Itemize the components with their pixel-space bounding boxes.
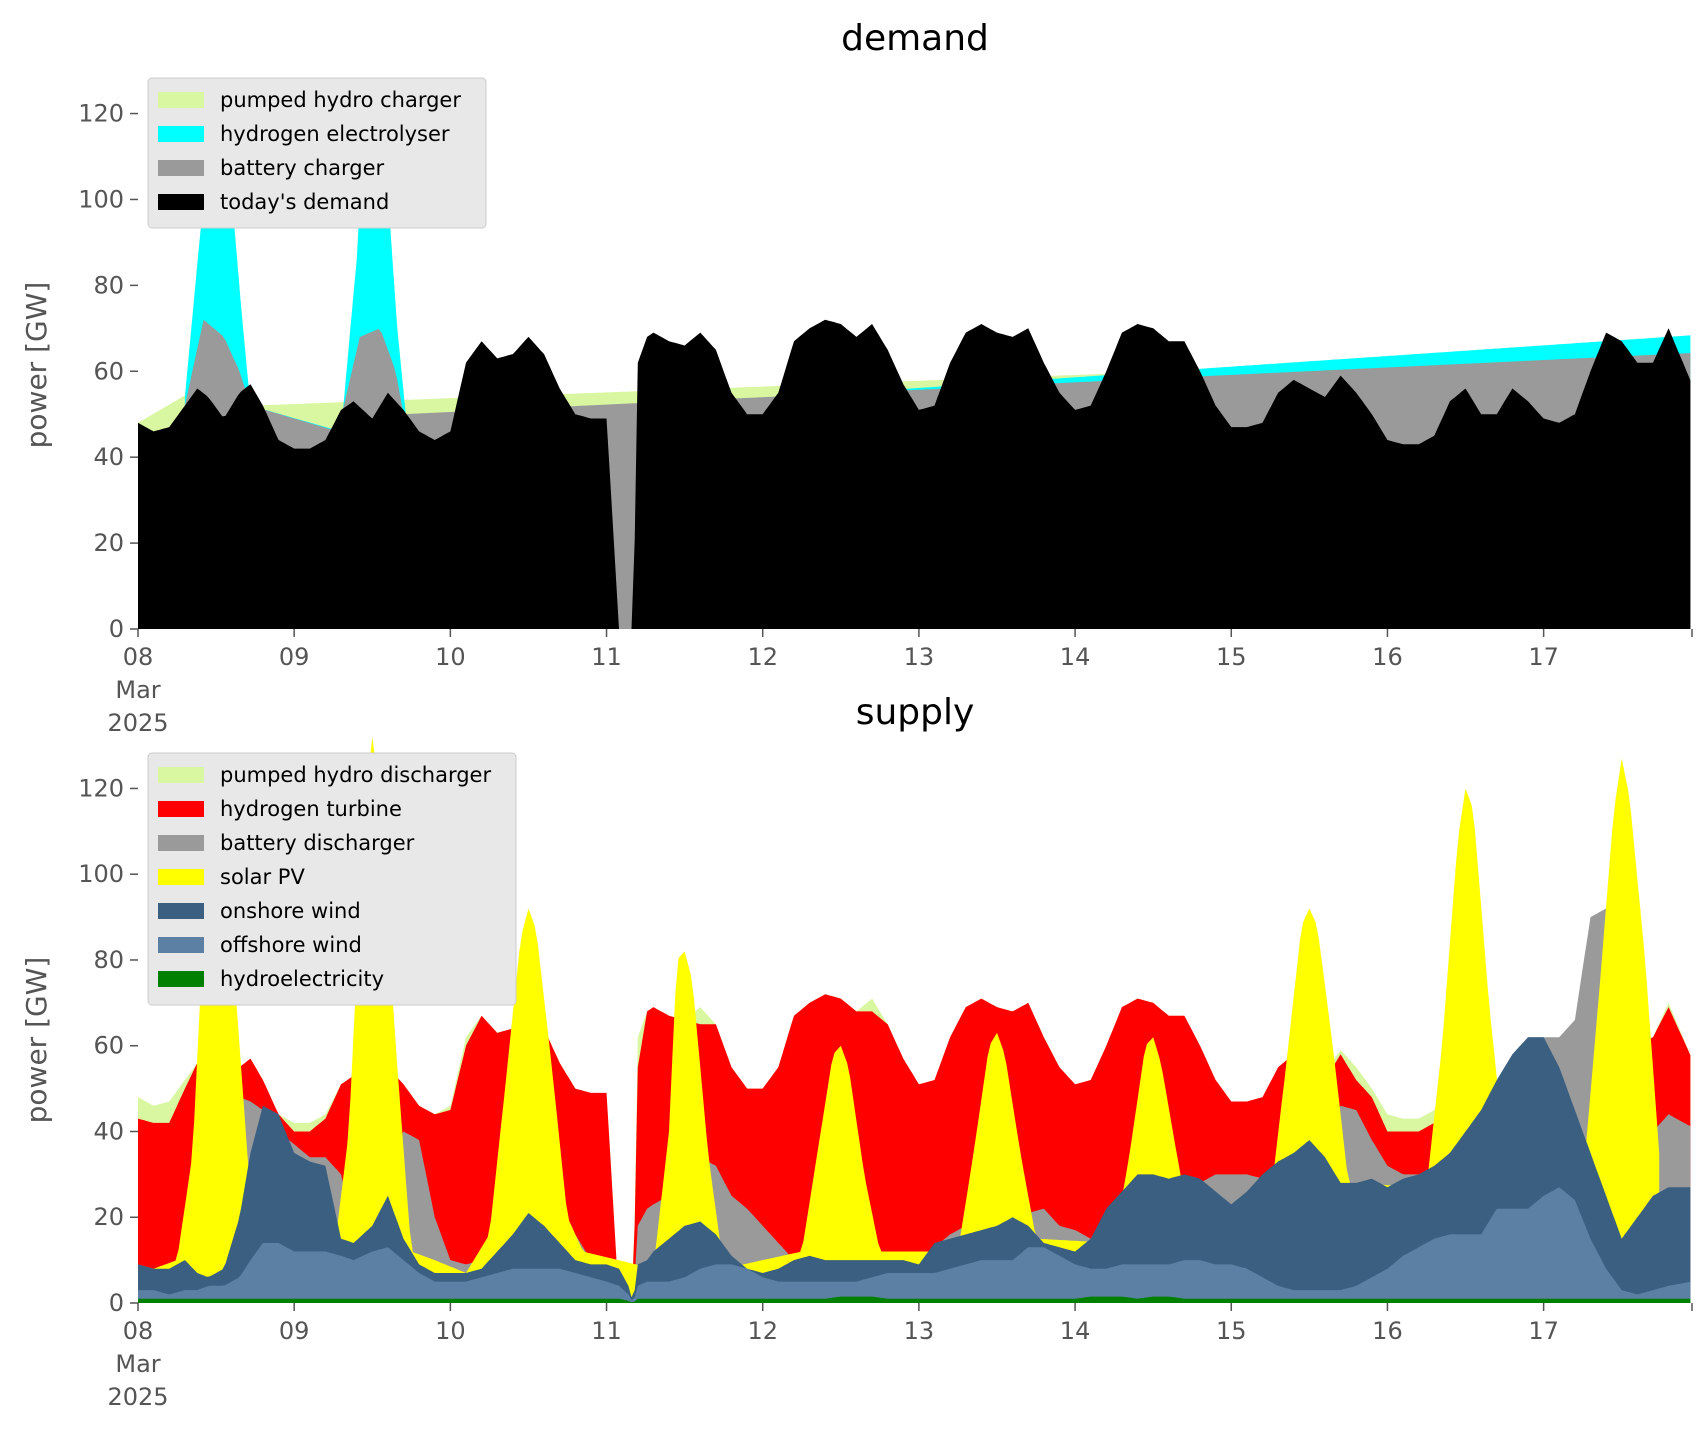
x-tick-label: 17 bbox=[1528, 643, 1559, 671]
supply-axes: 0 20 40 60 80 100 120 08 Mar 2025 09 10 11 12 13 14 15 16… bbox=[78, 774, 1693, 1411]
area-hydroelectricity bbox=[138, 1296, 1691, 1303]
legend-swatch bbox=[158, 835, 204, 851]
supply-legend: pumped hydro discharger hydrogen turbine b… bbox=[147, 752, 517, 1006]
y-tick-label: 40 bbox=[93, 443, 124, 471]
y-tick-label: 120 bbox=[78, 100, 124, 128]
legend-swatch bbox=[158, 801, 204, 817]
y-tick-label: 80 bbox=[93, 271, 124, 299]
legend-label: battery discharger bbox=[220, 831, 415, 855]
legend-label: hydrogen turbine bbox=[220, 797, 402, 821]
legend-label: pumped hydro discharger bbox=[220, 763, 491, 787]
x-tick-label: 16 bbox=[1372, 1317, 1403, 1345]
x-tick-label: 11 bbox=[591, 643, 622, 671]
legend-swatch bbox=[158, 160, 204, 176]
supply-title: supply bbox=[856, 692, 975, 733]
demand-areas bbox=[138, 79, 1691, 629]
x-tick-label: 14 bbox=[1060, 643, 1091, 671]
area-today-s-demand bbox=[138, 319, 1691, 629]
x-tick-label: 13 bbox=[904, 1317, 935, 1345]
legend-label: hydroelectricity bbox=[220, 967, 384, 991]
area-onshore-wind bbox=[138, 1037, 1691, 1303]
x-tick-label: Mar bbox=[115, 1350, 160, 1378]
legend-label: today's demand bbox=[220, 190, 389, 214]
x-tick-label: 09 bbox=[279, 643, 310, 671]
y-tick-label: 120 bbox=[78, 774, 124, 802]
legend-box bbox=[147, 77, 487, 229]
legend-swatch bbox=[158, 767, 204, 783]
y-tick-label: 40 bbox=[93, 1117, 124, 1145]
legend-label: offshore wind bbox=[220, 933, 362, 957]
x-tick-label: Mar bbox=[115, 676, 160, 704]
x-tick-label: 09 bbox=[279, 1317, 310, 1345]
x-tick-label: 13 bbox=[904, 643, 935, 671]
x-tick-label: 15 bbox=[1216, 1317, 1247, 1345]
x-tick-label: 15 bbox=[1216, 643, 1247, 671]
supply-panel: supply power [GW] 0 20 40 60 80 100 120 08 Mar 20… bbox=[20, 692, 1693, 1411]
y-tick-label: 0 bbox=[109, 615, 124, 643]
y-tick-label: 20 bbox=[93, 1203, 124, 1231]
y-tick-label: 100 bbox=[78, 185, 124, 213]
demand-panel: demand power [GW] 0 20 40 60 80 100 120 08 Mar 20… bbox=[20, 18, 1693, 737]
demand-title: demand bbox=[841, 18, 989, 59]
legend-swatch bbox=[158, 903, 204, 919]
x-tick-label: 12 bbox=[747, 1317, 778, 1345]
demand-legend: pumped hydro charger hydrogen electrolyse… bbox=[147, 77, 487, 229]
legend-label: battery charger bbox=[220, 156, 385, 180]
legend-swatch bbox=[158, 194, 204, 210]
supply-areas bbox=[138, 737, 1691, 1303]
x-tick-label: 2025 bbox=[107, 1383, 168, 1411]
y-tick-label: 100 bbox=[78, 860, 124, 888]
y-tick-label: 80 bbox=[93, 946, 124, 974]
demand-axes: 0 20 40 60 80 100 120 08 Mar 2025 09 10 11 12 13 14 15 16… bbox=[78, 100, 1693, 737]
x-tick-label: 10 bbox=[435, 1317, 466, 1345]
legend-label: solar PV bbox=[220, 865, 305, 889]
legend-box bbox=[147, 752, 517, 1006]
x-tick-label: 17 bbox=[1528, 1317, 1559, 1345]
x-tick-label: 14 bbox=[1060, 1317, 1091, 1345]
y-tick-label: 20 bbox=[93, 529, 124, 557]
x-tick-label: 08 bbox=[123, 1317, 154, 1345]
y-tick-label: 60 bbox=[93, 357, 124, 385]
legend-swatch bbox=[158, 869, 204, 885]
legend-swatch bbox=[158, 126, 204, 142]
x-tick-label: 08 bbox=[123, 643, 154, 671]
x-tick-label: 12 bbox=[747, 643, 778, 671]
supply-ylabel: power [GW] bbox=[20, 957, 53, 1124]
demand-ylabel: power [GW] bbox=[20, 282, 53, 449]
legend-swatch bbox=[158, 937, 204, 953]
x-tick-label: 16 bbox=[1372, 643, 1403, 671]
x-tick-label: 11 bbox=[591, 1317, 622, 1345]
legend-swatch bbox=[158, 971, 204, 987]
y-tick-label: 60 bbox=[93, 1032, 124, 1060]
y-tick-label: 0 bbox=[109, 1289, 124, 1317]
area-offshore-wind bbox=[138, 1187, 1691, 1303]
legend-label: onshore wind bbox=[220, 899, 361, 923]
legend-label: pumped hydro charger bbox=[220, 88, 461, 112]
x-tick-label: 10 bbox=[435, 643, 466, 671]
x-tick-label: 2025 bbox=[107, 709, 168, 737]
legend-label: hydrogen electrolyser bbox=[220, 122, 450, 146]
legend-swatch bbox=[158, 92, 204, 108]
